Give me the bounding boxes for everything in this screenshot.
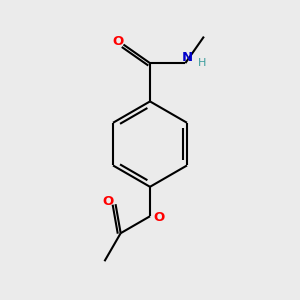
Text: N: N [182,51,193,64]
Text: O: O [112,35,124,48]
Text: O: O [103,195,114,208]
Text: H: H [198,58,207,68]
Text: O: O [153,211,164,224]
